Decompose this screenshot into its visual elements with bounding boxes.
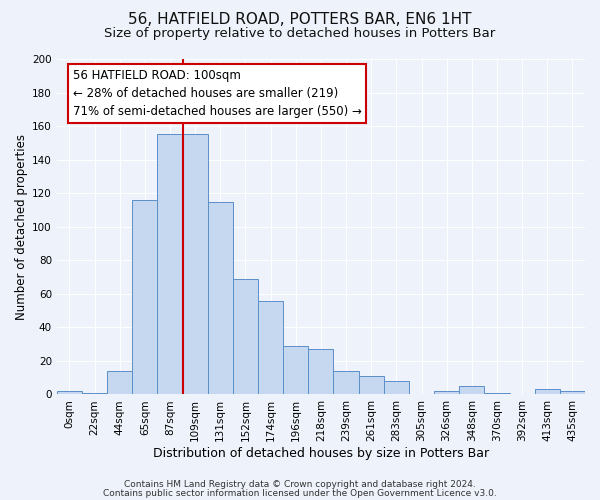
Bar xyxy=(535,390,560,394)
Bar xyxy=(283,346,308,395)
Bar xyxy=(560,391,585,394)
Bar xyxy=(334,371,359,394)
Bar xyxy=(57,391,82,394)
Bar xyxy=(359,376,384,394)
Bar xyxy=(233,278,258,394)
Text: 56, HATFIELD ROAD, POTTERS BAR, EN6 1HT: 56, HATFIELD ROAD, POTTERS BAR, EN6 1HT xyxy=(128,12,472,28)
Bar xyxy=(107,371,132,394)
Bar xyxy=(484,393,509,394)
Bar xyxy=(208,202,233,394)
Text: Contains HM Land Registry data © Crown copyright and database right 2024.: Contains HM Land Registry data © Crown c… xyxy=(124,480,476,489)
Bar xyxy=(459,386,484,394)
Bar xyxy=(157,134,182,394)
Bar xyxy=(82,393,107,394)
Text: Contains public sector information licensed under the Open Government Licence v3: Contains public sector information licen… xyxy=(103,489,497,498)
Bar xyxy=(258,300,283,394)
Bar xyxy=(308,349,334,395)
Bar xyxy=(384,381,409,394)
Bar xyxy=(132,200,157,394)
Y-axis label: Number of detached properties: Number of detached properties xyxy=(15,134,28,320)
Text: 56 HATFIELD ROAD: 100sqm
← 28% of detached houses are smaller (219)
71% of semi-: 56 HATFIELD ROAD: 100sqm ← 28% of detach… xyxy=(73,69,361,118)
Bar xyxy=(434,391,459,394)
Text: Size of property relative to detached houses in Potters Bar: Size of property relative to detached ho… xyxy=(104,28,496,40)
X-axis label: Distribution of detached houses by size in Potters Bar: Distribution of detached houses by size … xyxy=(153,447,489,460)
Bar xyxy=(182,134,208,394)
